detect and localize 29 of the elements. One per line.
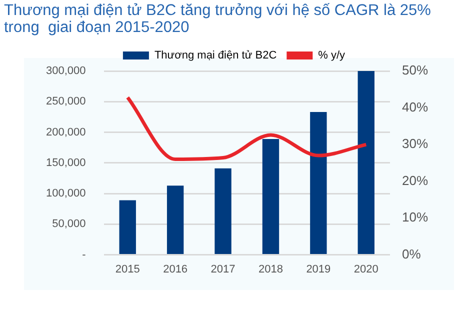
y-tick-label: 50,000 <box>52 218 86 230</box>
y-tick-label: 150,000 <box>46 156 86 169</box>
bar <box>166 186 184 254</box>
y-tick-label: - <box>82 248 86 261</box>
y-tick-label: 200,000 <box>46 126 86 138</box>
x-tick-label: 2020 <box>354 263 378 276</box>
x-tick-label: 2019 <box>306 263 331 276</box>
line-series <box>126 96 368 161</box>
y2-tick-label: 40% <box>402 99 428 114</box>
legend-label: Thương mại điện tử B2C <box>154 50 277 62</box>
y2-tick-label: 30% <box>402 136 428 152</box>
chart-title: Thương mại điện tử B2C tăng trưởng với hệ số CAGR là 25% trong giai đoạn 2015-2020 <box>4 2 432 36</box>
x-tick-label: 2017 <box>210 263 236 276</box>
x-tick-label: 2015 <box>115 263 140 276</box>
y2-tick-label: 50% <box>402 62 428 78</box>
bar <box>214 168 232 254</box>
y-tick-label: 100,000 <box>46 188 86 200</box>
y-tick-label: 300,000 <box>46 65 86 78</box>
bar <box>119 200 136 254</box>
y2-tick-label: 0% <box>402 246 422 262</box>
y-tick-label: 250,000 <box>46 96 86 108</box>
y2-tick-label: 20% <box>402 172 428 188</box>
legend-label: % y/y <box>318 50 346 62</box>
x-tick-label: 2018 <box>258 263 283 276</box>
x-tick-label: 2016 <box>163 263 188 276</box>
bar <box>262 139 280 254</box>
bar <box>310 112 327 254</box>
bar <box>358 71 374 254</box>
y2-tick-label: 10% <box>402 210 428 225</box>
